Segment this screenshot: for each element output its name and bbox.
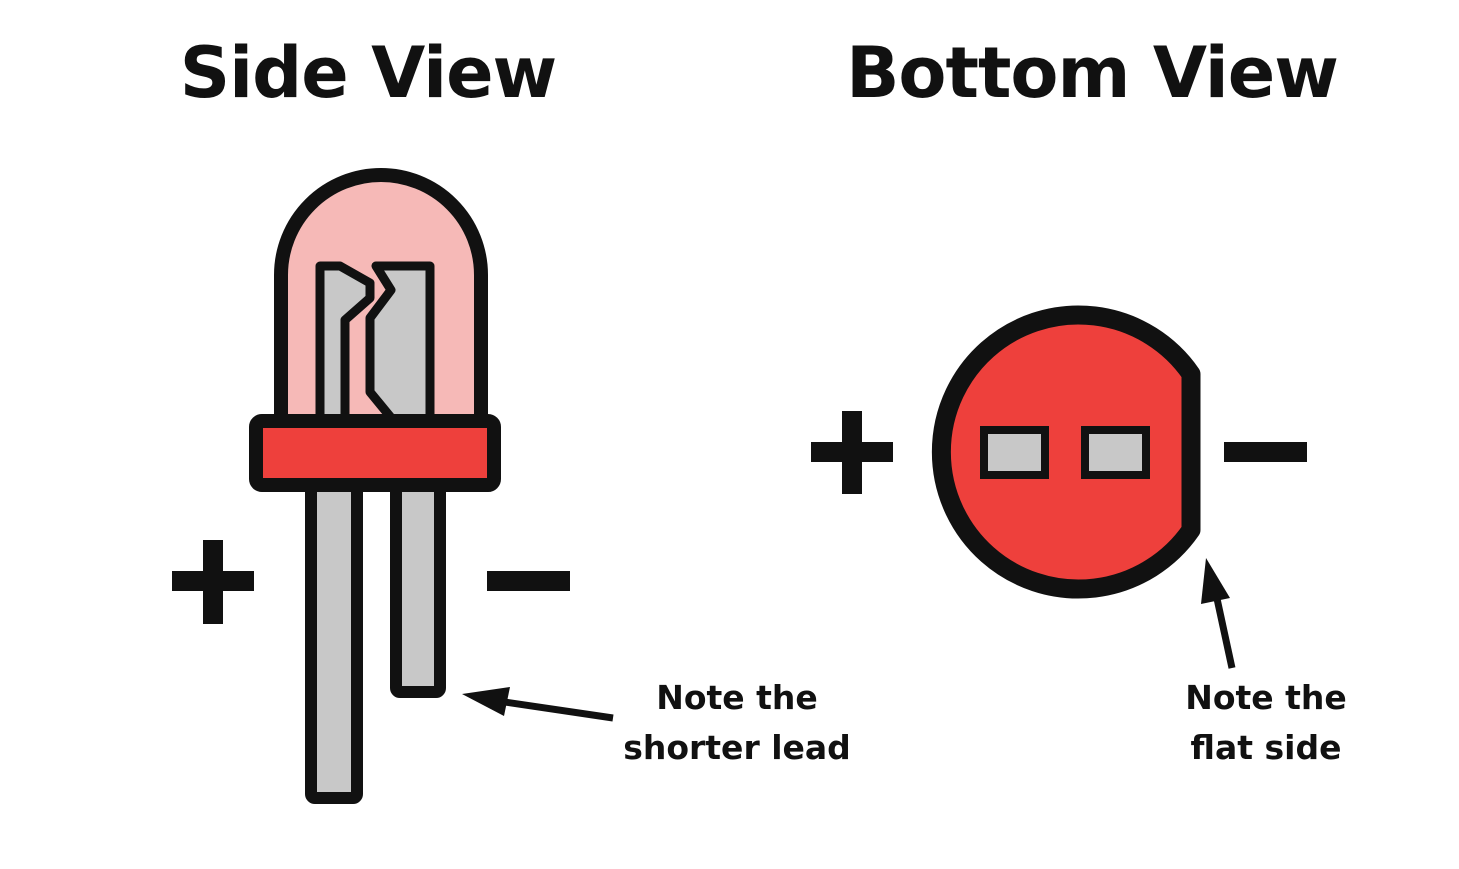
led-base-rim <box>256 421 494 485</box>
flat-side-arrow <box>1201 558 1232 668</box>
bottom-view-title: Bottom View <box>846 32 1338 114</box>
led-side-view <box>256 175 494 798</box>
bottom-cathode-pad <box>1085 430 1146 475</box>
led-bottom-body-flat-side <box>941 315 1191 589</box>
flat-side-note-line2: flat side <box>1191 728 1342 767</box>
shorter-lead-note-line2: shorter lead <box>623 728 851 767</box>
short-lead-cathode <box>396 470 440 692</box>
flat-side-note-line1: Note the <box>1185 678 1347 717</box>
long-lead-anode <box>311 470 357 798</box>
shorter-lead-arrow <box>462 687 613 718</box>
shorter-lead-note-line1: Note the <box>656 678 818 717</box>
side-view-title: Side View <box>180 32 556 114</box>
bottom-anode-pad <box>984 430 1045 475</box>
led-bottom-view <box>941 315 1191 589</box>
